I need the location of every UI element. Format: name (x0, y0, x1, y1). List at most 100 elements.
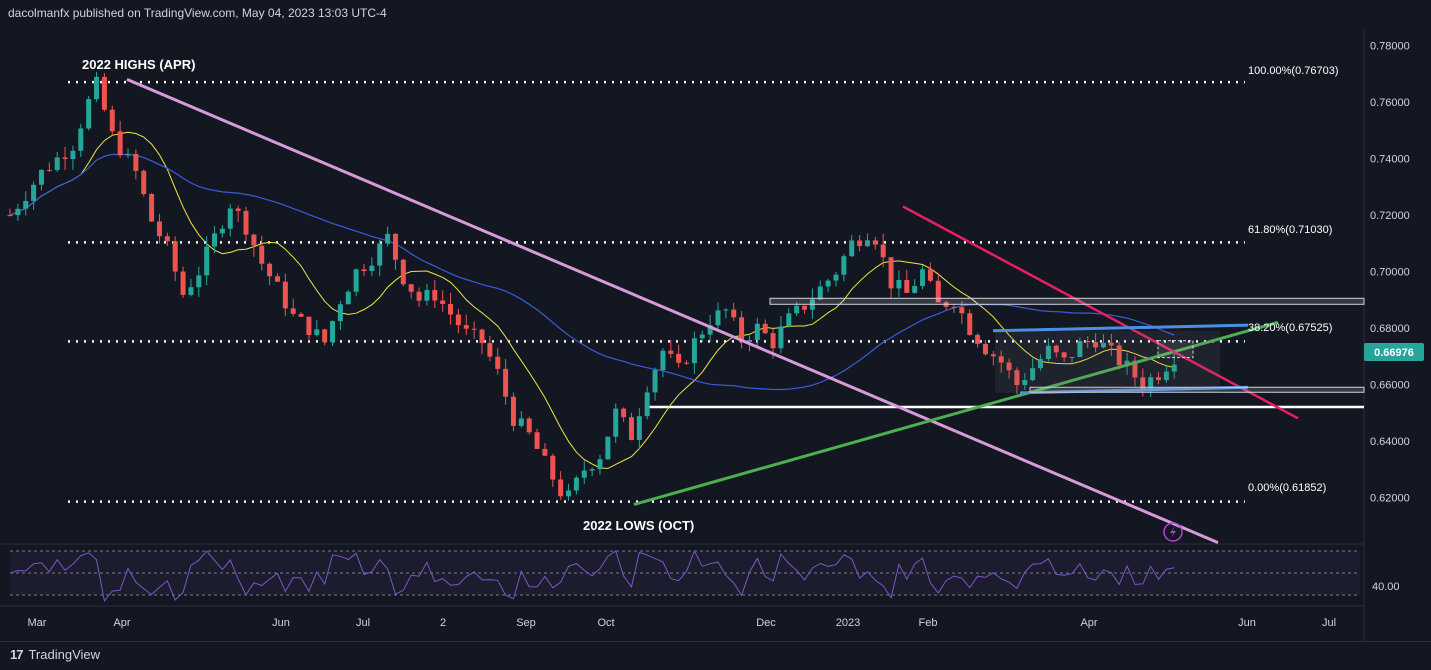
candle-body (857, 240, 863, 247)
candle-body (251, 234, 257, 246)
candle-body (636, 416, 642, 440)
candle-body (322, 329, 328, 343)
candle-body (1085, 341, 1091, 343)
candle-body (534, 432, 540, 449)
candle-body (731, 309, 737, 318)
candle-body (550, 455, 556, 480)
candle-body (967, 313, 973, 335)
candle-body (597, 459, 603, 470)
candle-body (1006, 362, 1012, 371)
candle-body (1108, 342, 1114, 346)
candle-body (1022, 380, 1028, 386)
time-axis-label[interactable]: Apr (1080, 617, 1097, 629)
candle-body (684, 362, 690, 364)
candle-body (542, 448, 548, 456)
candle-body (212, 233, 218, 247)
candle-body (400, 259, 406, 285)
last-price-badge (1364, 343, 1424, 361)
candle-body (589, 469, 595, 471)
candle-body (15, 208, 21, 216)
tradingview-logo[interactable]: 17 TradingView (10, 647, 100, 662)
candle-body (699, 334, 705, 339)
fibonacci-retracement[interactable] (68, 80, 1364, 503)
candle-body (314, 329, 320, 336)
candle-body (605, 436, 611, 460)
candle-body (86, 99, 92, 129)
candle-body (1077, 341, 1083, 358)
candle-body (227, 208, 233, 229)
candle-body (188, 287, 194, 295)
time-axis-label[interactable]: Feb (919, 617, 938, 629)
candle-body (982, 343, 988, 355)
price-tick-label: 0.76000 (1370, 97, 1410, 109)
time-axis-label[interactable]: Oct (597, 617, 614, 629)
candle-body (1069, 357, 1075, 359)
candle-body (1100, 342, 1106, 348)
candle-body (628, 417, 634, 440)
candle-body (78, 128, 84, 151)
candle-body (156, 221, 162, 237)
fib-label-618: 61.80%(0.71030) (1248, 224, 1332, 236)
candle-body (440, 300, 446, 304)
candle-body (1124, 360, 1130, 366)
time-axis-label[interactable]: Mar (28, 617, 47, 629)
time-axis-label[interactable]: Dec (756, 617, 776, 629)
candle-body (841, 256, 847, 275)
time-axis-label[interactable]: Jul (1322, 617, 1336, 629)
candle-body (243, 210, 249, 235)
price-tick-label: 0.62000 (1370, 492, 1410, 504)
candle-body (471, 328, 477, 330)
time-axis-label[interactable]: 2023 (836, 617, 860, 629)
candle-body (644, 392, 650, 417)
candle-body (998, 356, 1004, 363)
candle-body (70, 150, 76, 160)
candle-body (778, 326, 784, 349)
candle-body (463, 325, 469, 329)
candle-body (361, 269, 367, 272)
time-axis-label[interactable]: 2 (440, 617, 446, 629)
candle-body (904, 280, 910, 293)
time-axis-label[interactable]: Jun (272, 617, 290, 629)
candle-body (558, 479, 564, 497)
candle-body (566, 490, 572, 497)
candle-body (133, 153, 139, 171)
trendline-drawings[interactable] (126, 78, 1365, 544)
candle-body (479, 329, 485, 344)
candle-body (762, 323, 768, 334)
candle-body (754, 323, 760, 340)
projection-box (1157, 340, 1194, 359)
price-tick-label: 0.64000 (1370, 436, 1410, 448)
candle-body (1053, 345, 1059, 353)
candle-body (920, 269, 926, 286)
candle-body (487, 343, 493, 357)
time-axis-label[interactable]: Apr (113, 617, 130, 629)
candle-body (54, 157, 60, 171)
time-axis[interactable]: Mar Apr Jun Jul 2 Sep Oct Dec 2023 Feb Apr Jun Jul (28, 617, 1337, 629)
time-axis-label[interactable]: Jul (356, 617, 370, 629)
candle-body (1148, 377, 1154, 391)
candle-body (424, 290, 430, 301)
candle-body (180, 271, 186, 295)
candle-body (872, 240, 878, 245)
time-axis-label[interactable]: Sep (516, 617, 536, 629)
candle-body (794, 305, 800, 314)
rsi-line (9, 549, 1175, 603)
fib-label-100: 100.00%(0.76703) (1248, 65, 1339, 77)
price-axis-pane[interactable] (1364, 30, 1431, 641)
candle-body (172, 241, 178, 272)
candle-body (235, 208, 241, 211)
candle-body (385, 233, 391, 244)
candle-body (1045, 345, 1051, 360)
candle-body (975, 334, 981, 344)
candle-body (676, 353, 682, 363)
lightning-icon[interactable] (1163, 522, 1183, 542)
candle-body (864, 240, 870, 247)
candle-body (267, 263, 273, 277)
time-axis-label[interactable]: Jun (1238, 617, 1256, 629)
candle-body (935, 280, 941, 303)
candle-body (715, 310, 721, 326)
candle-body (896, 280, 902, 289)
candle-body (518, 418, 524, 426)
candle-body (581, 470, 587, 478)
